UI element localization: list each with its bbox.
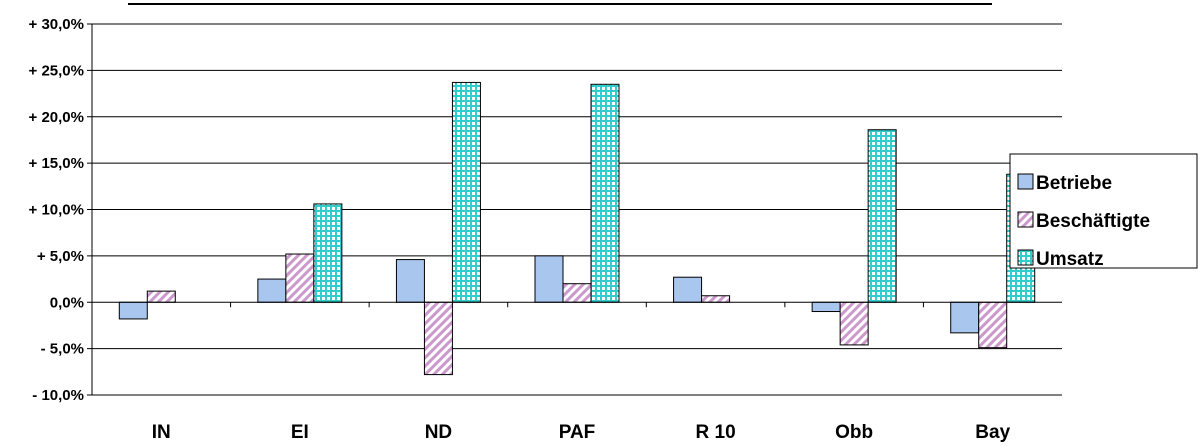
bar-besch-ftigte-bay <box>978 301 1008 349</box>
legend-swatch <box>1017 211 1034 228</box>
category-labels: IN EI ND PAF R 10 Obb Bay <box>152 422 1011 443</box>
bar-besch-ftigte-nd <box>423 301 453 376</box>
category-label: PAF <box>559 422 596 443</box>
category-label: R 10 <box>696 422 736 443</box>
y-tick-label: + 20,0% <box>29 109 84 126</box>
y-tick-label: + 30,0% <box>29 16 84 33</box>
y-tick-label: + 15,0% <box>29 155 84 172</box>
bar-betriebe-in <box>118 301 148 320</box>
bar-besch-ftigte-ei <box>285 253 315 303</box>
bar-betriebe-nd <box>395 259 425 303</box>
bar-umsatz-nd <box>451 81 481 303</box>
bar-betriebe-bay <box>950 301 980 334</box>
legend-box <box>1009 153 1198 269</box>
category-label: Bay <box>975 422 1010 443</box>
legend-label: Beschäftigte <box>1036 211 1150 232</box>
legend: Betriebe Beschäftigte Umsatz <box>1009 153 1198 270</box>
bar-besch-ftigte-paf <box>562 283 592 303</box>
bar-umsatz-obb <box>867 129 897 303</box>
bar-besch-ftigte-in <box>146 290 176 303</box>
bar-betriebe-paf <box>534 255 564 303</box>
legend-swatch <box>1017 249 1034 266</box>
legend-label: Betriebe <box>1036 173 1112 194</box>
bar-betriebe-obb <box>811 301 841 313</box>
bar-besch-ftigte-r-10 <box>701 295 731 303</box>
axes <box>87 3 1062 396</box>
category-label: EI <box>291 422 309 443</box>
bar-umsatz-paf <box>590 83 620 303</box>
category-label: IN <box>152 422 171 443</box>
category-label: Obb <box>835 422 873 443</box>
y-tick-label: + 10,0% <box>29 202 84 219</box>
category-label: ND <box>425 422 452 443</box>
bar-besch-ftigte-obb <box>839 301 869 346</box>
y-tick-label: + 25,0% <box>29 62 84 79</box>
legend-label: Umsatz <box>1036 249 1104 270</box>
bar-betriebe-r-10 <box>673 276 703 303</box>
y-tick-label: - 5,0% <box>41 341 84 358</box>
y-tick-label: - 10,0% <box>32 387 84 404</box>
bar-betriebe-ei <box>257 278 287 303</box>
y-tick-labels: + 30,0% + 25,0% + 20,0% + 15,0% + 10,0% + 5,0… <box>29 16 84 404</box>
bar-umsatz-ei <box>313 203 343 303</box>
legend-swatch <box>1017 173 1034 190</box>
y-tick-label: + 5,0% <box>37 248 84 265</box>
bars <box>118 81 1036 376</box>
y-tick-label: 0,0% <box>50 294 84 311</box>
gridlines <box>92 23 1062 396</box>
